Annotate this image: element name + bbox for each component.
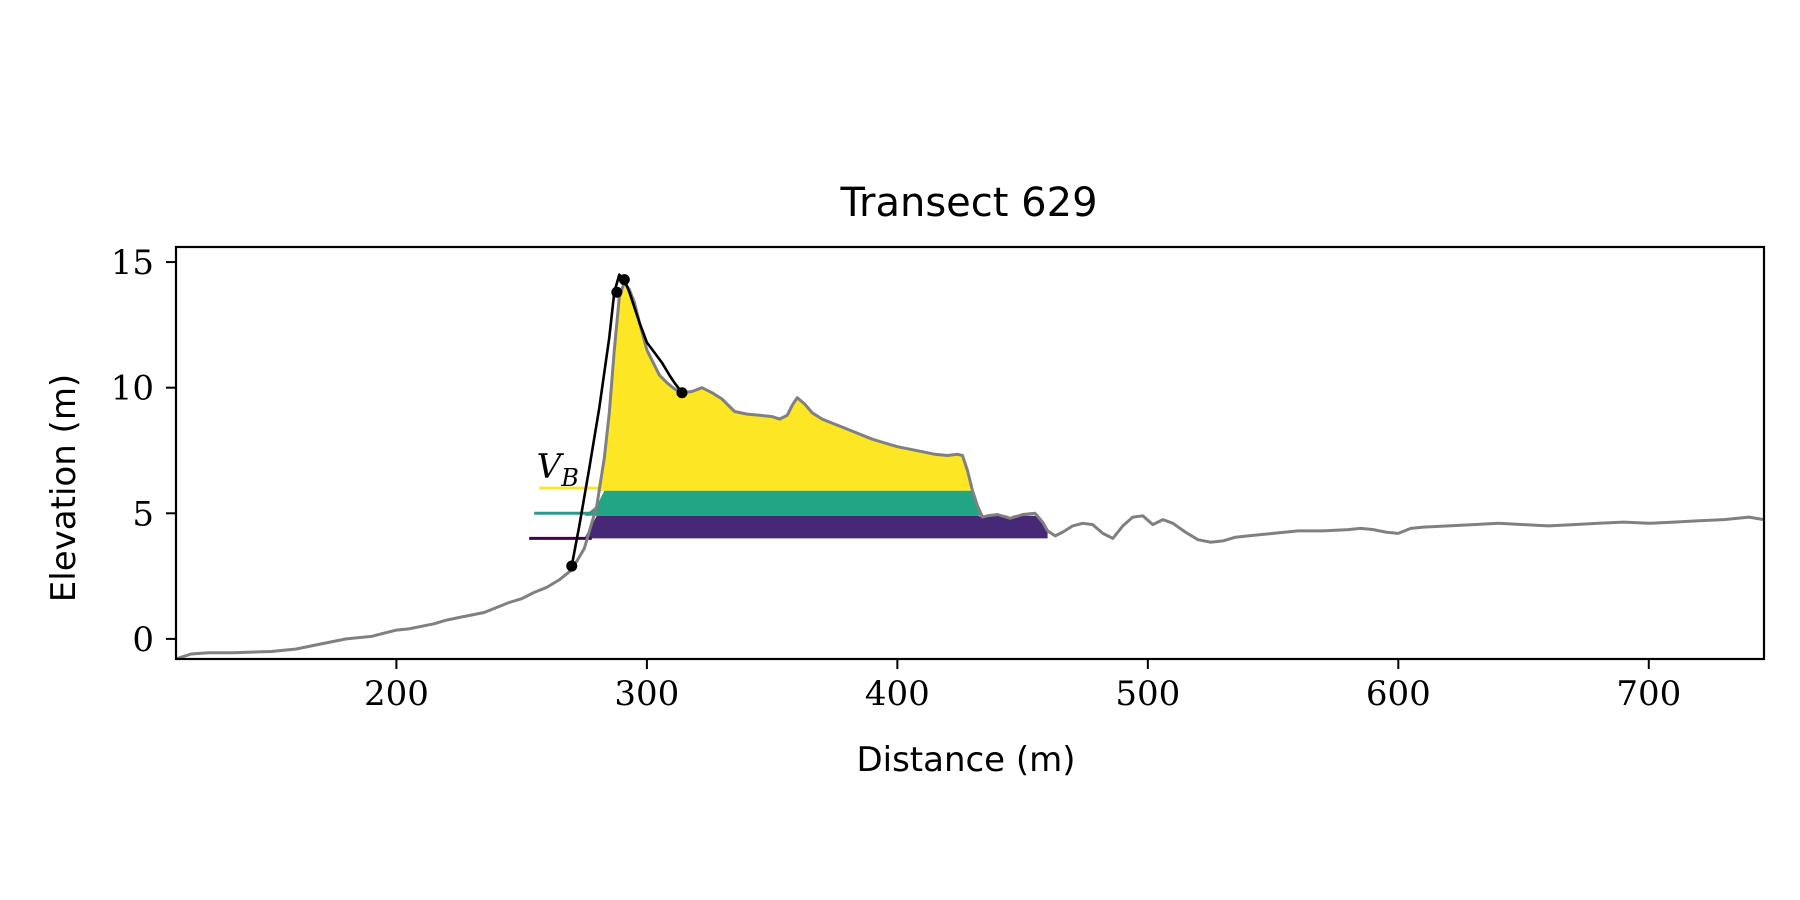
y-axis-label: Elevation (m) <box>44 374 84 602</box>
x-axis-label: Distance (m) <box>856 740 1075 780</box>
y-tick-label: 10 <box>111 369 154 409</box>
x-tick-label: 700 <box>1616 674 1681 714</box>
x-tick-label: 300 <box>614 674 679 714</box>
x-tick-label: 600 <box>1366 674 1431 714</box>
volume-band-2 <box>584 490 1028 516</box>
dune-face-line <box>570 273 684 567</box>
x-tick-label: 200 <box>364 674 429 714</box>
volume-annotation-label: VB <box>537 447 579 492</box>
dune-point-3 <box>618 274 630 286</box>
elevation-profile-line <box>176 280 1764 659</box>
dune-point-2 <box>611 286 623 298</box>
x-tick-label: 500 <box>1115 674 1180 714</box>
dune-point-4 <box>676 387 688 399</box>
y-axis: 0 5 10 15 <box>111 243 176 660</box>
dune-point-1 <box>566 560 578 572</box>
x-tick-label: 400 <box>865 674 930 714</box>
y-tick-label: 5 <box>132 494 154 534</box>
chart-title: Transect 629 <box>839 180 1097 226</box>
y-tick-label: 0 <box>132 620 154 660</box>
x-axis: 200 300 400 500 600 700 <box>364 659 1681 714</box>
plot-frame <box>174 245 1766 661</box>
y-tick-label: 15 <box>111 243 154 283</box>
plot-area: VB <box>176 273 1764 659</box>
volume-band-1 <box>584 282 973 491</box>
volume-band-3 <box>584 515 1048 539</box>
